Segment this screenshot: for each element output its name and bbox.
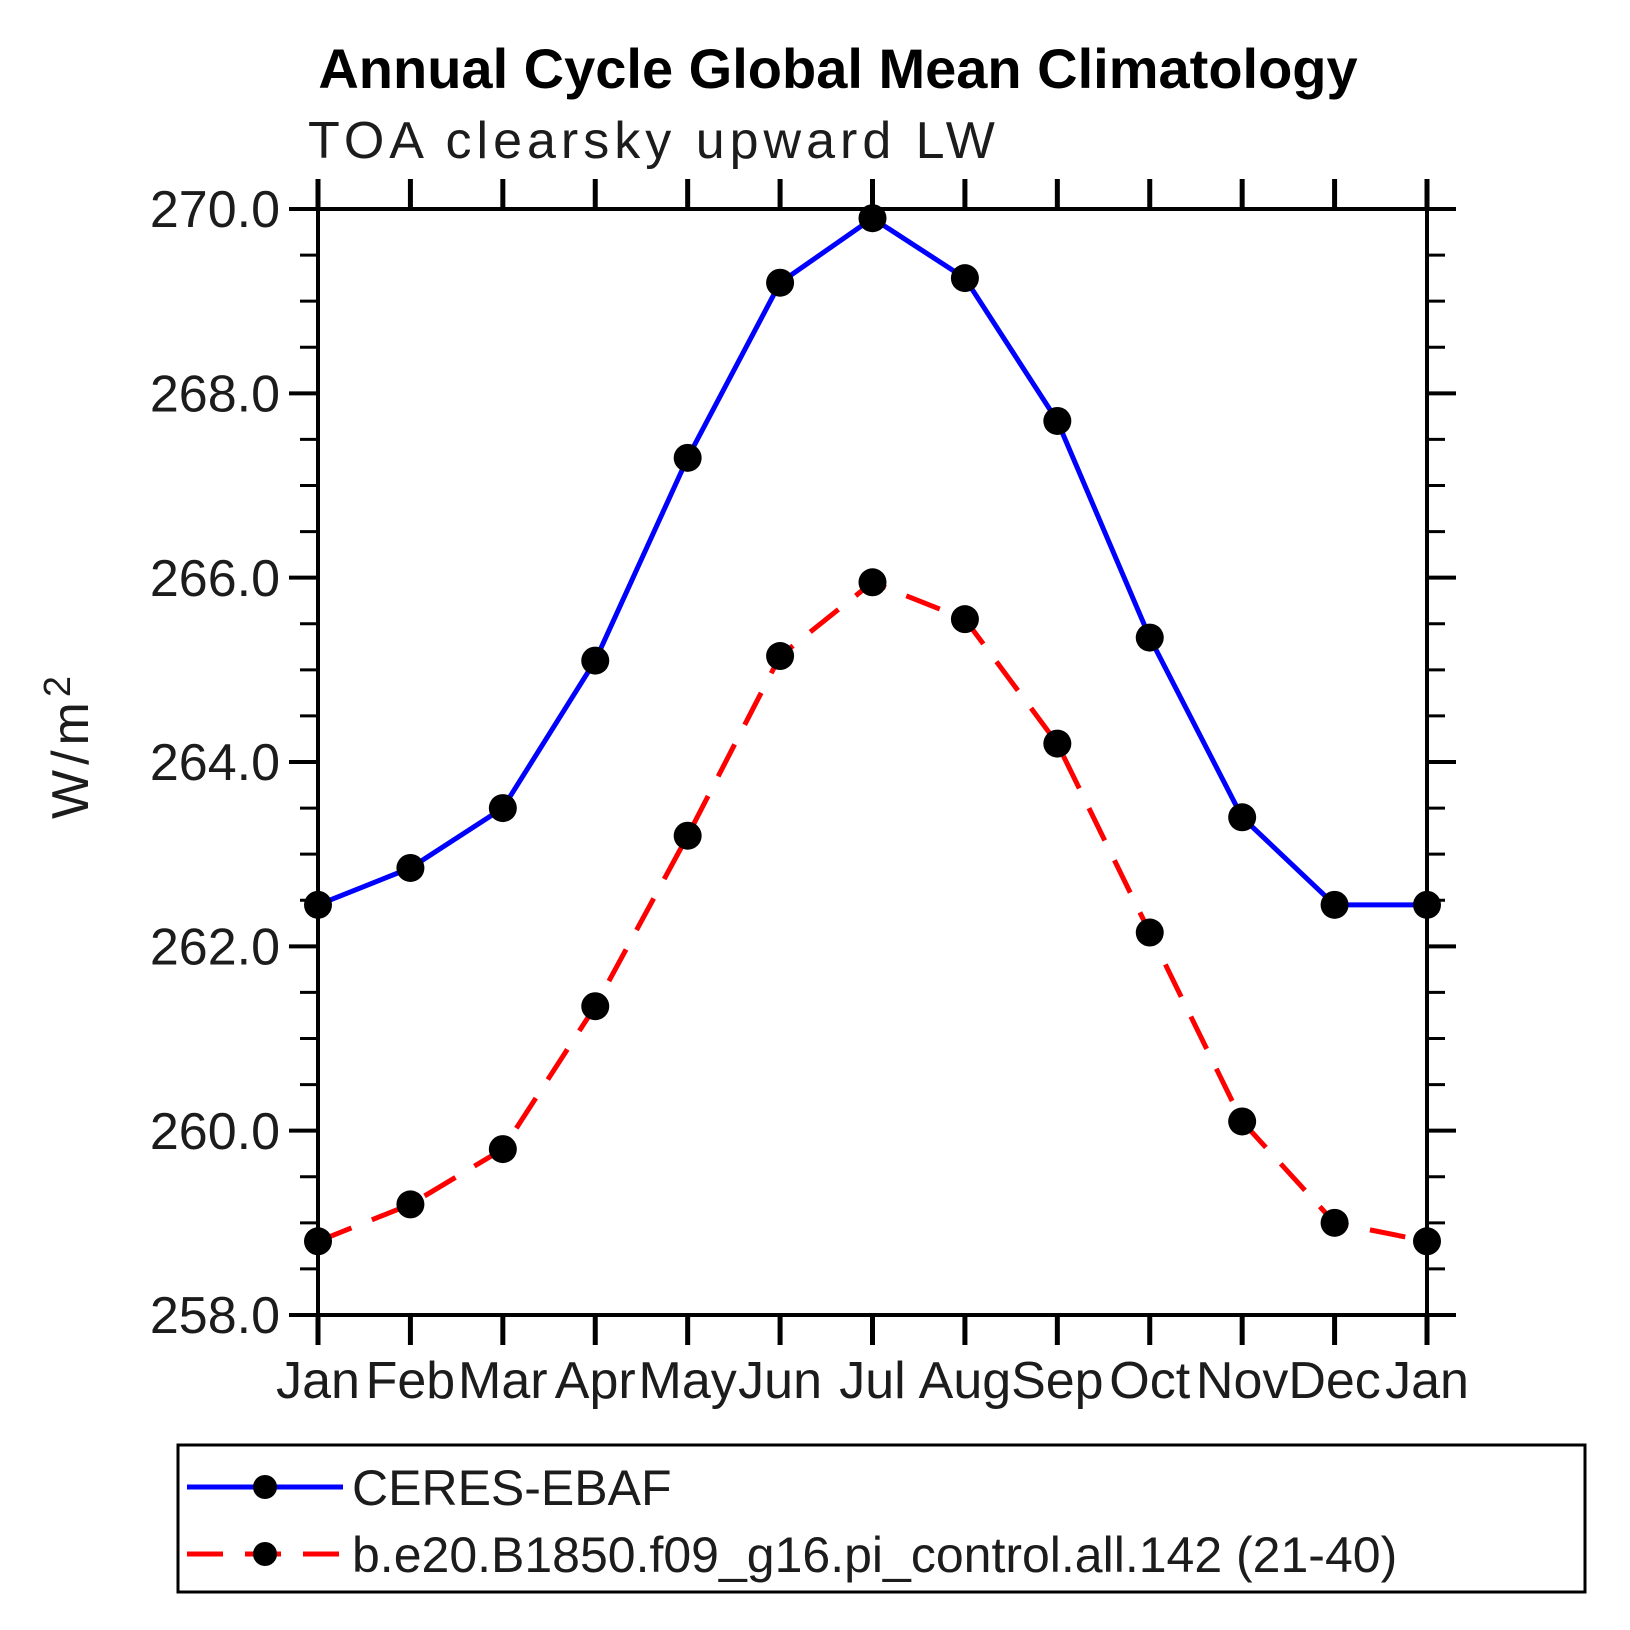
data-point-marker-0 <box>1135 623 1164 652</box>
x-tick-label: Nov <box>1196 1352 1288 1410</box>
data-point-marker-0 <box>1228 803 1257 832</box>
data-point-marker-1 <box>858 568 887 597</box>
legend-label-obs: CERES-EBAF <box>352 1460 672 1516</box>
legend-marker-dot <box>253 1542 277 1566</box>
y-tick-label: 268.0 <box>150 366 280 424</box>
data-point-marker-0 <box>1413 890 1441 919</box>
y-tick-label: 266.0 <box>150 550 280 608</box>
x-tick-label: May <box>639 1352 737 1410</box>
data-point-marker-1 <box>950 605 979 634</box>
data-point-marker-0 <box>396 853 425 882</box>
chart-subtitle: TOA clearsky upward LW <box>308 112 1000 170</box>
x-tick-label: Feb <box>366 1352 456 1410</box>
data-point-marker-1 <box>581 992 610 1021</box>
data-point-marker-1 <box>488 1135 517 1164</box>
series-line-0 <box>317 215 1427 908</box>
data-point-marker-1 <box>1413 1227 1441 1256</box>
data-point-marker-0 <box>488 794 517 823</box>
legend-box <box>176 1443 1587 1594</box>
series-line-1 <box>317 579 1428 1244</box>
x-tick-label: Apr <box>555 1352 636 1410</box>
plot-frame <box>316 207 1429 1317</box>
x-tick-label: Jan <box>276 1352 360 1410</box>
data-point-marker-1 <box>766 642 795 671</box>
data-point-marker-0 <box>766 268 795 297</box>
data-point-marker-1 <box>304 1227 332 1256</box>
data-point-marker-1 <box>1228 1107 1257 1136</box>
chart-title: Annual Cycle Global Mean Climatology <box>318 37 1357 100</box>
data-point-marker-1 <box>1320 1208 1349 1237</box>
y-tick-label: 260.0 <box>150 1103 280 1161</box>
x-tick-label: Dec <box>1288 1352 1380 1410</box>
x-tick-label: Aug <box>919 1352 1012 1410</box>
x-tick-label: Jun <box>738 1352 822 1410</box>
y-tick-label: 258.0 <box>150 1287 280 1345</box>
legend-label-model: b.e20.B1850.f09_g16.pi_control.all.142 (… <box>352 1527 1397 1583</box>
data-point-marker-0 <box>673 443 702 472</box>
data-point-marker-1 <box>673 821 702 850</box>
data-point-marker-0 <box>858 204 887 233</box>
data-point-marker-1 <box>1135 918 1164 947</box>
y-tick-label: 262.0 <box>150 919 280 977</box>
y-tick-label: 264.0 <box>150 734 280 792</box>
x-tick-label: Mar <box>458 1352 548 1410</box>
legend-marker-dot <box>253 1475 277 1499</box>
data-point-marker-1 <box>1043 729 1072 758</box>
data-point-marker-0 <box>1320 890 1349 919</box>
legend-entry-model: b.e20.B1850.f09_g16.pi_control.all.142 (… <box>187 1527 1397 1583</box>
data-point-marker-0 <box>950 264 979 293</box>
data-point-marker-0 <box>581 646 610 675</box>
x-tick-label: Jan <box>1385 1352 1469 1410</box>
data-point-marker-0 <box>1043 406 1072 435</box>
y-axis-unit-base: W/m <box>42 697 100 819</box>
legend: CERES-EBAF b.e20.B1850.f09_g16.pi_contro… <box>176 1443 1587 1594</box>
x-tick-label: Jul <box>839 1352 905 1410</box>
y-axis-unit-exponent: 2 <box>37 671 79 697</box>
y-axis-unit-label: W/m2 <box>37 671 100 819</box>
x-tick-label: Oct <box>1109 1352 1190 1410</box>
x-tick-label: Sep <box>1011 1352 1104 1410</box>
data-point-marker-1 <box>396 1190 425 1219</box>
y-tick-label: 270.0 <box>150 181 280 239</box>
data-point-marker-0 <box>304 890 332 919</box>
legend-entry-obs: CERES-EBAF <box>187 1460 672 1516</box>
